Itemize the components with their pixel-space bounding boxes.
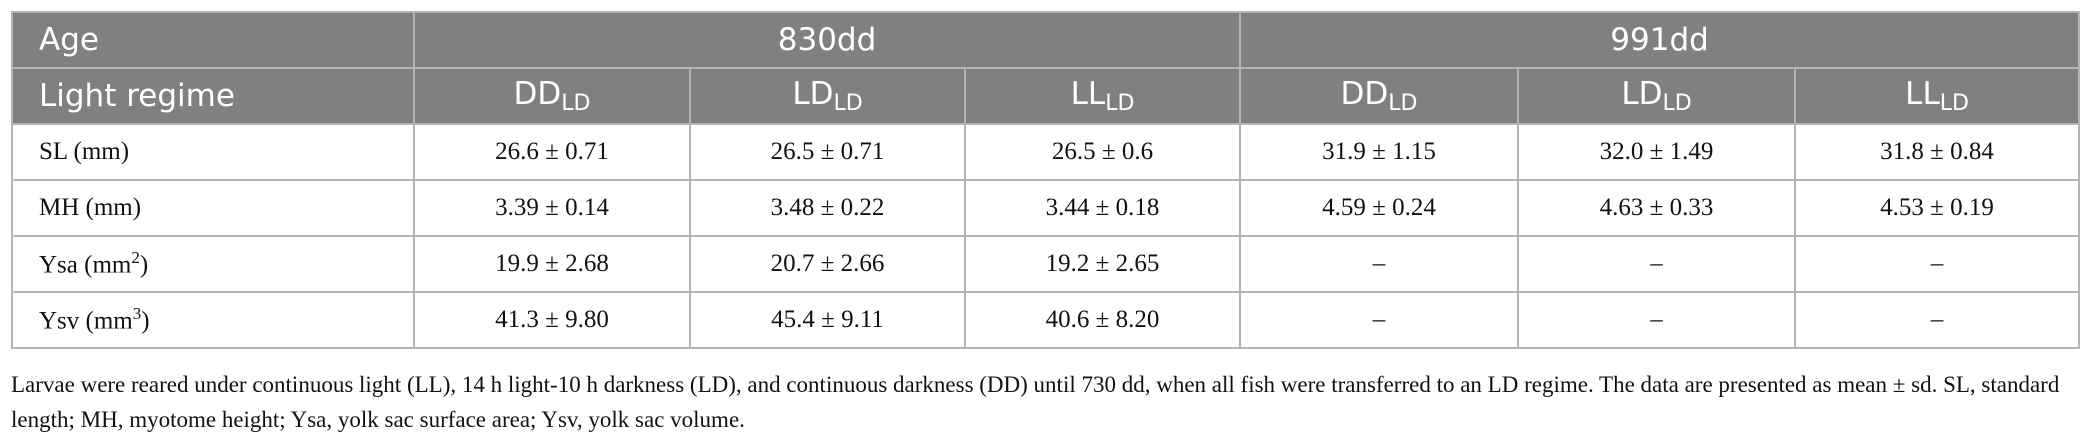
header-row: Age 830dd 991dd bbox=[11, 11, 2081, 69]
cell: 26.5 ± 0.71 bbox=[689, 123, 966, 181]
cell: 19.9 ± 2.68 bbox=[413, 235, 691, 293]
cell: 20.7 ± 2.66 bbox=[689, 235, 966, 293]
cell: 4.59 ± 0.24 bbox=[1239, 179, 1520, 237]
header-row: Light regime DDLD LDLD LLLD DDLD LDLD LLLD bbox=[11, 67, 2081, 125]
cell: – bbox=[1794, 291, 2081, 349]
cell: 32.0 ± 1.49 bbox=[1517, 123, 1797, 181]
label-after: ) bbox=[141, 307, 150, 335]
cell: – bbox=[1517, 235, 1797, 293]
regime-header: LDLD bbox=[1517, 67, 1797, 125]
regime-sub: LD bbox=[561, 91, 591, 116]
data-row: Ysv (mm3) 41.3 ± 9.80 45.4 ± 9.11 40.6 ± 8.… bbox=[11, 291, 2081, 349]
row-label: MH (mm) bbox=[11, 179, 415, 237]
cell: 31.9 ± 1.15 bbox=[1239, 123, 1520, 181]
age-group: 830dd bbox=[412, 11, 1242, 69]
regime-sub: LD bbox=[1662, 91, 1692, 116]
regime-sub: LD bbox=[1388, 91, 1418, 116]
footnote: Larvae were reared under continuous ligh… bbox=[11, 372, 2060, 432]
regime-main: DD bbox=[1340, 76, 1389, 112]
regime-header: LLLD bbox=[963, 67, 1242, 125]
regime-sub: LD bbox=[1939, 91, 1969, 116]
row-label: SL (mm) bbox=[11, 123, 415, 181]
label-text: SL (mm) bbox=[39, 138, 130, 165]
age-label: Age bbox=[11, 11, 415, 69]
regime-header: DDLD bbox=[413, 67, 691, 125]
regime-header: LLLD bbox=[1794, 67, 2081, 125]
cell: 40.6 ± 8.20 bbox=[963, 291, 1242, 349]
cell: 3.39 ± 0.14 bbox=[413, 179, 691, 237]
regime-header: DDLD bbox=[1239, 67, 1520, 125]
cell: – bbox=[1239, 291, 1520, 349]
cell: 4.63 ± 0.33 bbox=[1517, 179, 1797, 237]
cell: 45.4 ± 9.11 bbox=[689, 291, 966, 349]
label-text: MH (mm) bbox=[39, 194, 142, 221]
cell: 4.53 ± 0.19 bbox=[1794, 179, 2081, 237]
data-row: MH (mm) 3.39 ± 0.14 3.48 ± 0.22 3.44 ± 0.18… bbox=[11, 179, 2081, 237]
label-sup: 2 bbox=[131, 248, 140, 268]
regime-label: Light regime bbox=[11, 67, 415, 125]
cell: 26.5 ± 0.6 bbox=[963, 123, 1242, 181]
age-group: 991dd bbox=[1239, 11, 2081, 69]
cell: 41.3 ± 9.80 bbox=[413, 291, 691, 349]
label-after: ) bbox=[139, 251, 149, 279]
cell: 19.2 ± 2.65 bbox=[963, 235, 1242, 293]
cell: – bbox=[1239, 235, 1520, 293]
cell: 3.44 ± 0.18 bbox=[963, 179, 1242, 237]
label-sup: 3 bbox=[132, 304, 142, 324]
regime-main: DD bbox=[513, 76, 562, 112]
regime-header: LDLD bbox=[689, 67, 966, 125]
regime-sub: LD bbox=[833, 91, 863, 116]
data-row: SL (mm) 26.6 ± 0.71 26.5 ± 0.71 26.5 ± 0.6 3… bbox=[11, 123, 2081, 181]
data-row: Ysa (mm2) 19.9 ± 2.68 20.7 ± 2.66 19.2 ± 2.… bbox=[11, 235, 2081, 293]
cell: 31.8 ± 0.84 bbox=[1794, 123, 2081, 181]
regime-main: LL bbox=[1070, 76, 1106, 112]
cell: – bbox=[1794, 235, 2081, 293]
regime-main: LD bbox=[792, 76, 834, 112]
cell: 3.48 ± 0.22 bbox=[689, 179, 966, 237]
row-label: Ysv (mm3) bbox=[11, 291, 415, 349]
label-text: Ysa (mm bbox=[39, 251, 132, 279]
data-table: Age 830dd 991dd Light regime DDLD LDLD LLLD DDL… bbox=[11, 11, 2081, 349]
cell: 26.6 ± 0.71 bbox=[413, 123, 691, 181]
regime-sub: LD bbox=[1105, 91, 1135, 116]
regime-main: LL bbox=[1905, 76, 1940, 112]
regime-main: LD bbox=[1621, 76, 1663, 112]
row-label: Ysa (mm2) bbox=[11, 235, 415, 293]
label-text: Ysv (mm bbox=[39, 307, 133, 335]
cell: – bbox=[1517, 291, 1797, 349]
